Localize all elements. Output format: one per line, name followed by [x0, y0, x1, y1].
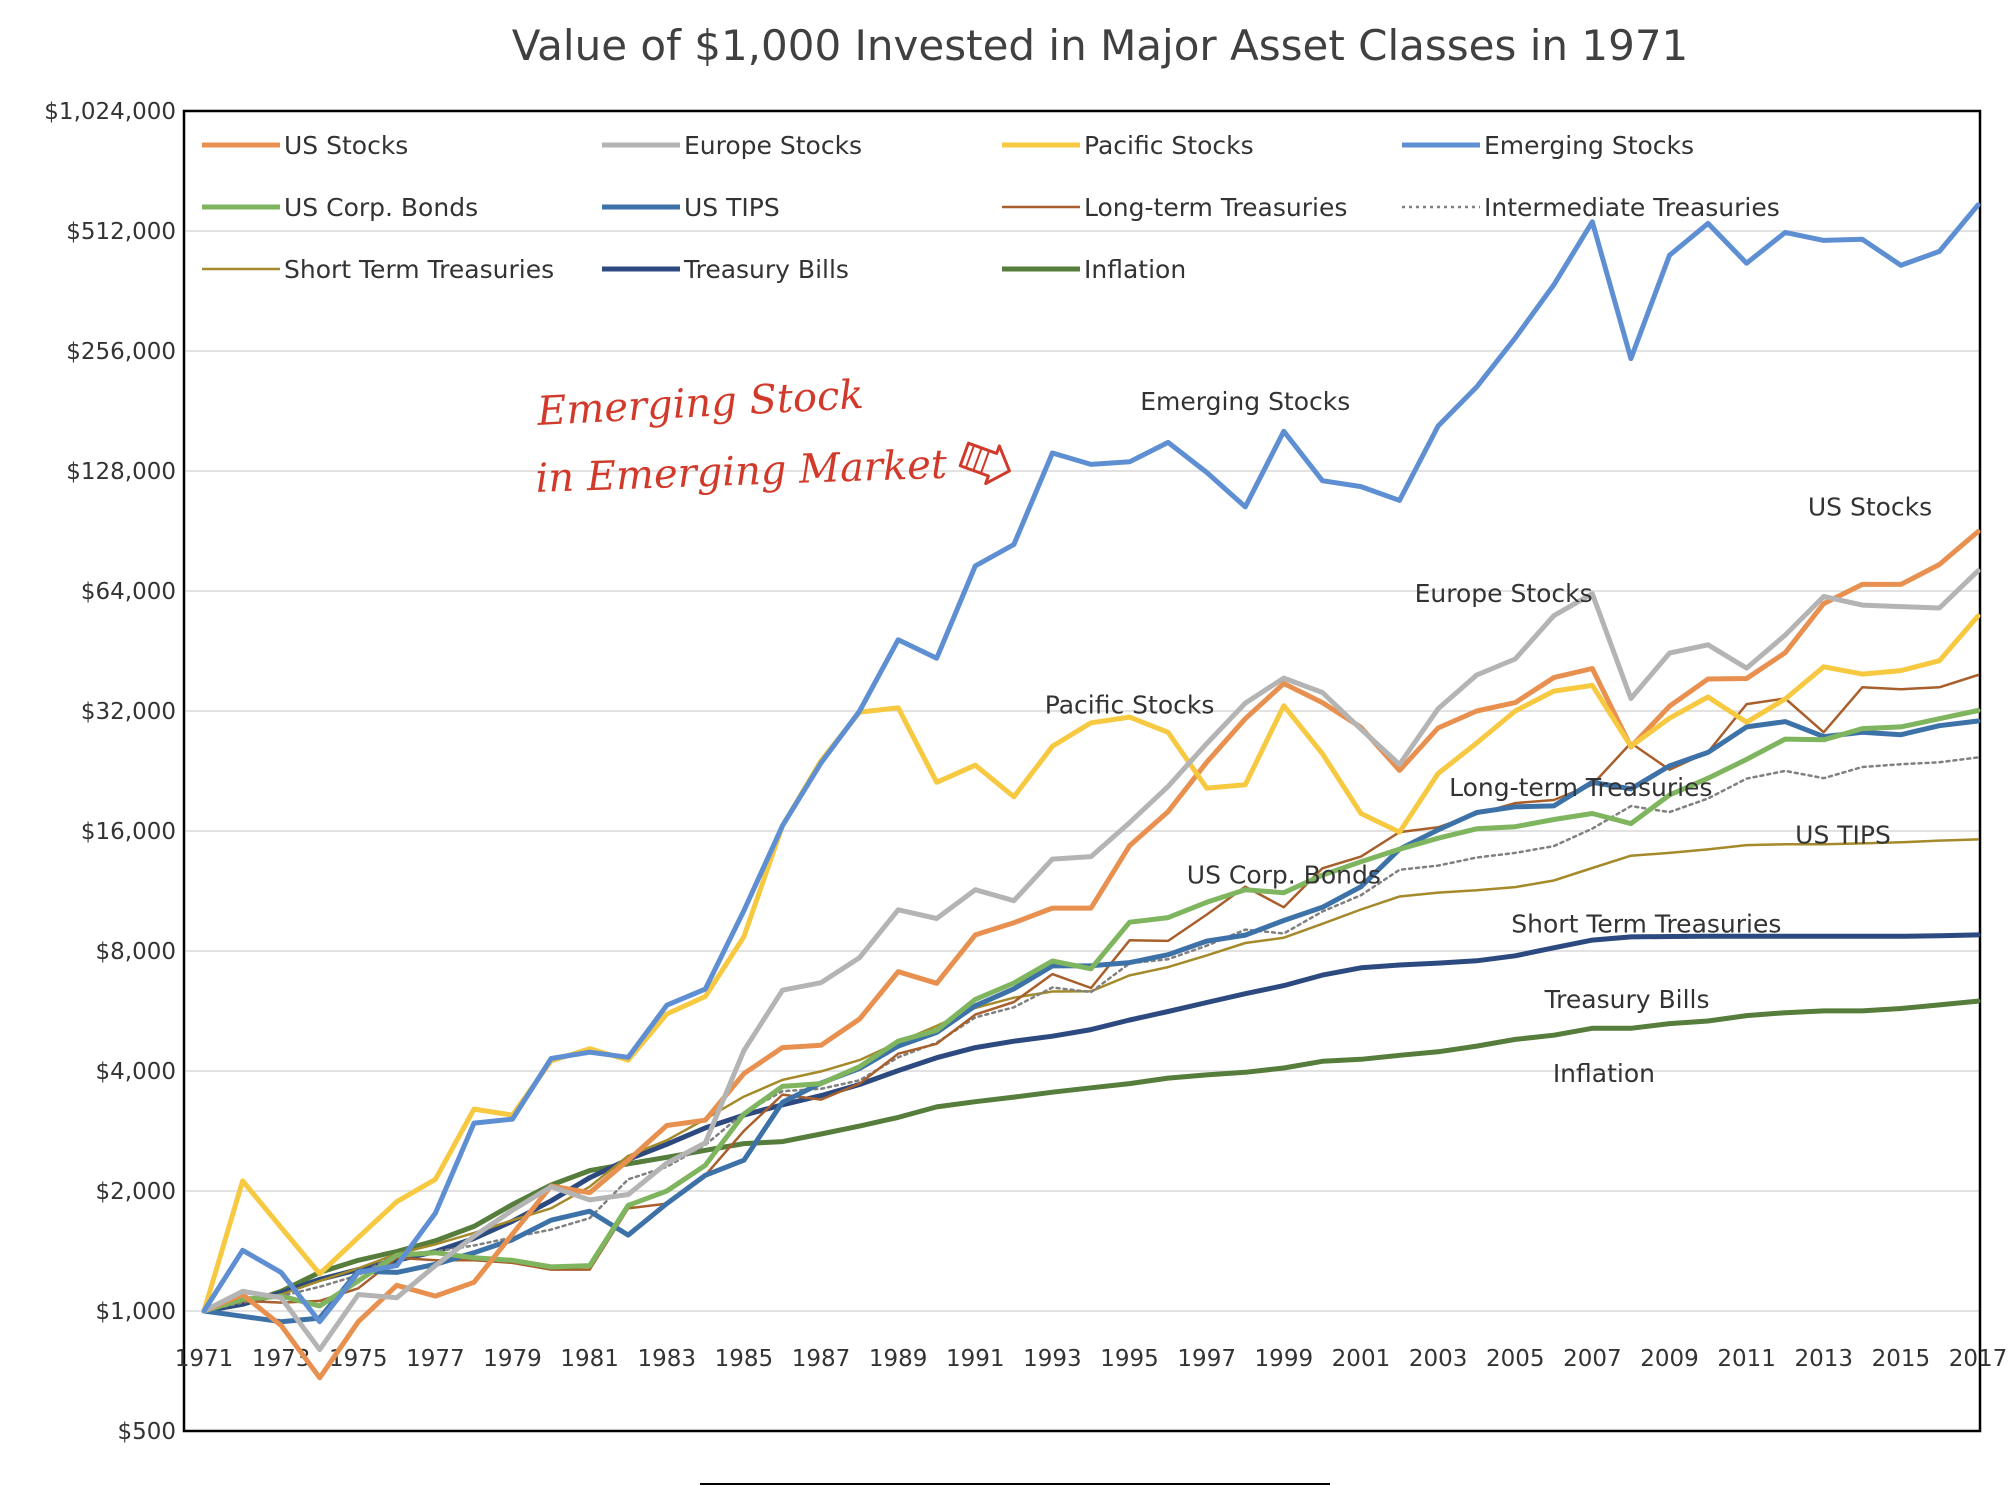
x-tick-label: 2003: [1409, 1346, 1468, 1372]
y-tick-label: $128,000: [66, 459, 176, 485]
legend-label: US Corp. Bonds: [284, 193, 478, 222]
series-annotation: US Stocks: [1808, 492, 1932, 521]
x-tick-label: 2005: [1486, 1346, 1545, 1372]
x-tick-label: 2001: [1332, 1346, 1391, 1372]
series-annotation: US TIPS: [1795, 820, 1891, 849]
x-tick-label: 2009: [1640, 1346, 1699, 1372]
legend: US Stocks Europe Stocks Pacific Stocks Emer…: [202, 131, 1780, 284]
series-lines: [201, 202, 1981, 1381]
legend-label: Intermediate Treasuries: [1484, 193, 1780, 222]
series-annotation: Treasury Bills: [1544, 985, 1710, 1014]
x-tick-label: 1971: [175, 1346, 234, 1372]
x-tick-label: 1981: [560, 1346, 619, 1372]
y-tick-label: $16,000: [81, 819, 176, 845]
x-tick-label: 2011: [1717, 1346, 1776, 1372]
series-line-us-corp-bonds: [201, 708, 1981, 1314]
x-tick-label: 1995: [1100, 1346, 1159, 1372]
legend-label: Emerging Stocks: [1484, 131, 1694, 160]
x-tick-label: 1997: [1177, 1346, 1236, 1372]
legend-label: Short Term Treasuries: [284, 255, 554, 284]
series-line-emerging-stocks: [201, 202, 1981, 1325]
y-axis: $500 $1,000 $2,000 $4,000 $8,000 $16,000 $32,0…: [44, 99, 176, 1445]
plot-area-border: [182, 109, 1982, 1433]
x-tick-label: 1991: [946, 1346, 1005, 1372]
y-tick-label: $512,000: [66, 219, 176, 245]
legend-label: Europe Stocks: [684, 131, 862, 160]
x-tick-label: 2017: [1949, 1346, 2008, 1372]
x-tick-label: 1983: [638, 1346, 697, 1372]
handwritten-note-line-1: Emerging Stock: [535, 372, 865, 435]
y-tick-label: $4,000: [96, 1059, 176, 1085]
x-tick-label: 1987: [792, 1346, 851, 1372]
x-tick-label: 1999: [1255, 1346, 1314, 1372]
legend-label: US Stocks: [284, 131, 408, 160]
legend-label: US TIPS: [684, 193, 780, 222]
legend-label: Inflation: [1084, 255, 1186, 284]
series-annotation: Pacific Stocks: [1045, 691, 1215, 720]
x-tick-label: 2015: [1872, 1346, 1931, 1372]
series-annotation: US Corp. Bonds: [1187, 861, 1381, 890]
x-tick-label: 2007: [1563, 1346, 1622, 1372]
series-line-treasury-bills: [201, 932, 1981, 1314]
x-tick-label: 2013: [1794, 1346, 1853, 1372]
pointing-hand-icon: [958, 441, 1011, 486]
x-axis: 1971 1973 1975 1977 1979 1981 1983 1985 1987 1989…: [175, 1346, 2008, 1372]
x-tick-label: 1985: [715, 1346, 774, 1372]
y-tick-label: $64,000: [81, 579, 176, 605]
series-annotation: Inflation: [1553, 1059, 1655, 1088]
series-annotation: Long-term Treasuries: [1449, 773, 1712, 802]
handwritten-note-line-2: in Emerging Market: [535, 442, 949, 502]
legend-label: Long-term Treasuries: [1084, 193, 1347, 222]
y-tick-label: $1,000: [96, 1299, 176, 1325]
handwritten-note: Emerging Stock in Emerging Market: [535, 372, 1011, 502]
series-line-inflation: [201, 998, 1981, 1314]
series-line-pacific-stocks: [201, 613, 1981, 1314]
y-tick-label: $500: [117, 1419, 176, 1445]
annotations: Emerging Stocks US Stocks Europe Stocks Pac…: [1045, 387, 1932, 1088]
series-annotation: Short Term Treasuries: [1511, 910, 1781, 939]
series-annotation: Europe Stocks: [1415, 579, 1593, 608]
series-line-us-stocks: [201, 529, 1981, 1381]
y-tick-label: $8,000: [96, 939, 176, 965]
x-tick-label: 1977: [406, 1346, 465, 1372]
y-tick-label: $1,024,000: [44, 99, 176, 125]
x-tick-label: 1989: [869, 1346, 928, 1372]
series-annotation: Emerging Stocks: [1140, 387, 1350, 416]
series-line-europe-stocks: [201, 568, 1981, 1353]
series-line-intermediate-treasuries: [202, 756, 1980, 1313]
x-tick-label: 1993: [1023, 1346, 1082, 1372]
y-tick-label: $256,000: [66, 339, 176, 365]
legend-label: Pacific Stocks: [1084, 131, 1254, 160]
chart-title: Value of $1,000 Invested in Major Asset …: [512, 21, 1689, 70]
y-tick-label: $32,000: [81, 699, 176, 725]
legend-label: Treasury Bills: [683, 255, 849, 284]
x-tick-label: 1979: [483, 1346, 542, 1372]
y-tick-label: $2,000: [96, 1179, 176, 1205]
gridlines: [184, 230, 1980, 1312]
